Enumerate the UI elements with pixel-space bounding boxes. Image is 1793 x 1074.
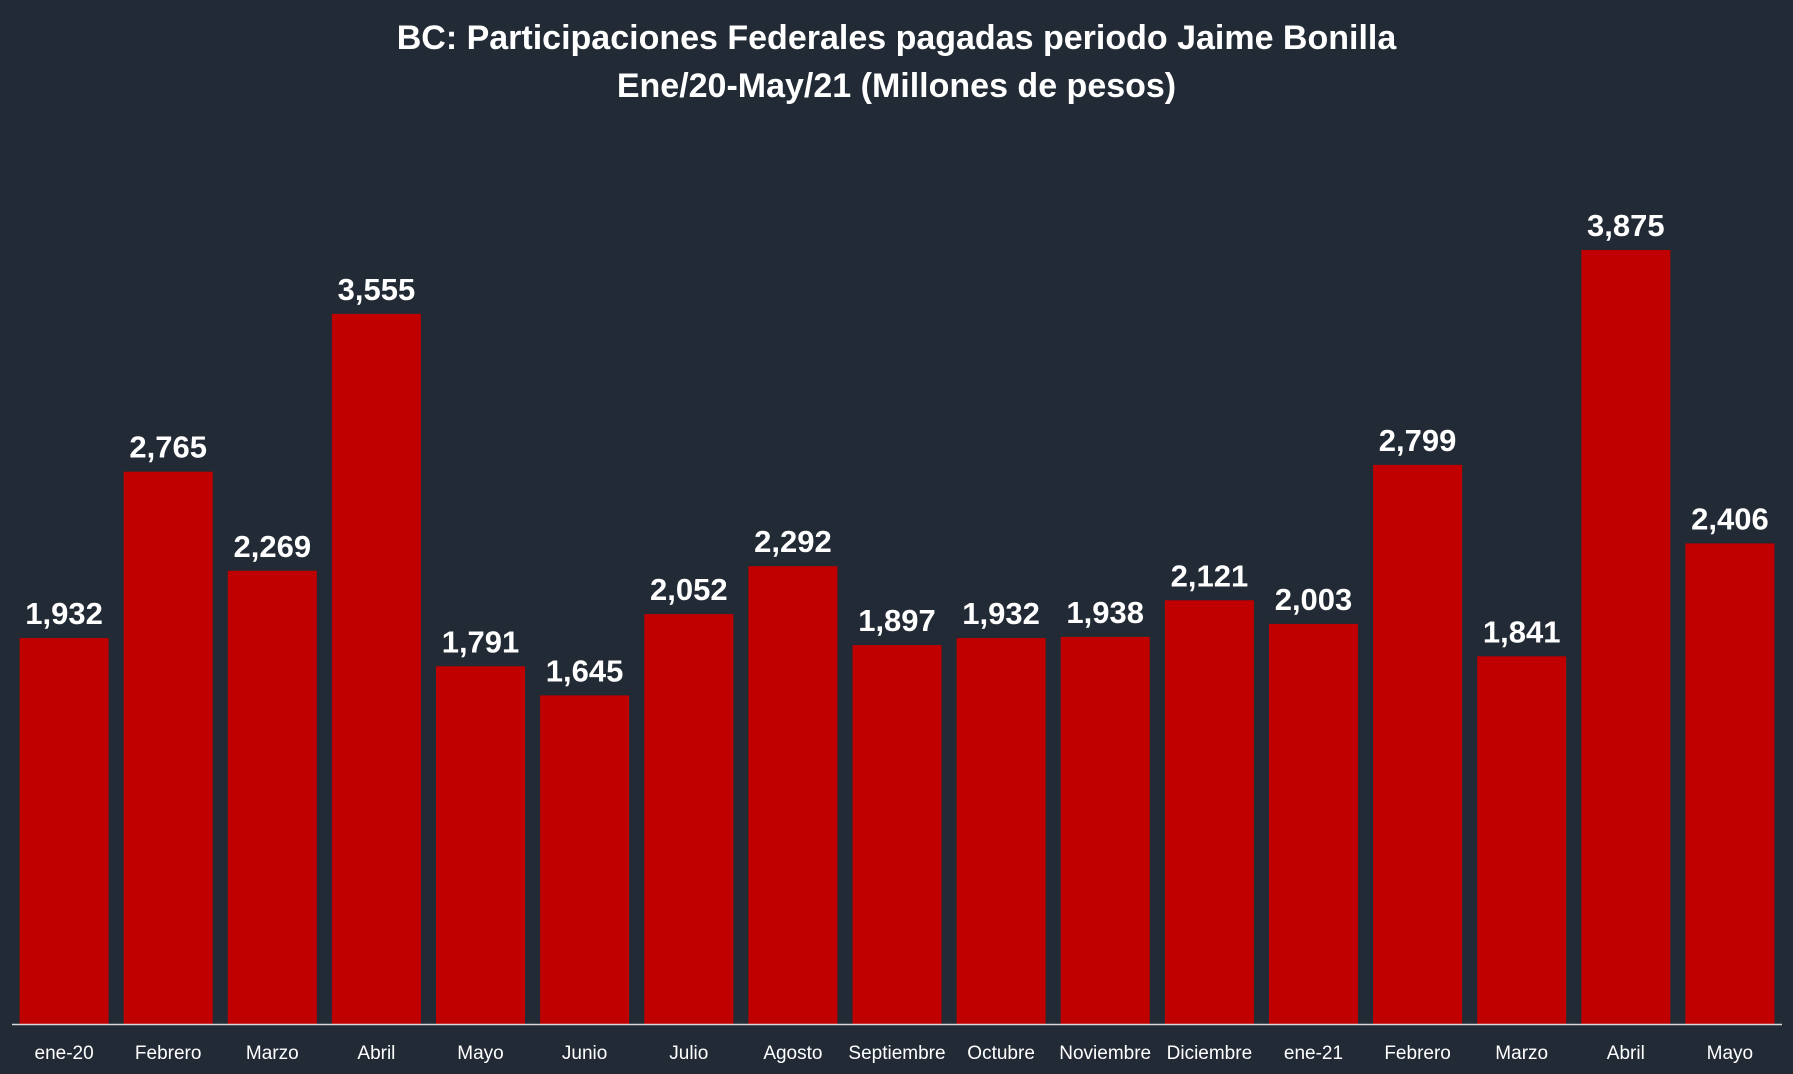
data-label-10: 1,932 xyxy=(962,596,1040,631)
data-label-5: 1,791 xyxy=(442,624,520,659)
bar-13 xyxy=(1269,623,1358,1024)
x-tick-labels-group: ene-20 Febrero Marzo Abril Mayo Junio Julio Ago… xyxy=(35,1043,1754,1064)
x-tick-label-3: Marzo xyxy=(246,1043,299,1064)
bar-6 xyxy=(540,695,630,1024)
bar-5 xyxy=(436,666,525,1024)
chart-title: BC: Participaciones Federales pagadas pe… xyxy=(396,19,1397,57)
data-label-14: 2,799 xyxy=(1379,423,1457,458)
bar-7 xyxy=(644,614,734,1024)
x-tick-label-15: Marzo xyxy=(1495,1043,1548,1064)
x-tick-label-12: Diciembre xyxy=(1167,1043,1253,1064)
bar-17 xyxy=(1685,543,1775,1024)
bar-10 xyxy=(956,638,1046,1024)
chart-subtitle: Ene/20-May/21 (Millones de pesos) xyxy=(616,67,1177,105)
bar-9 xyxy=(852,645,942,1024)
bar-11 xyxy=(1060,636,1150,1024)
data-label-6: 1,645 xyxy=(546,653,624,688)
bar-1 xyxy=(19,638,109,1024)
data-label-11: 1,938 xyxy=(1066,595,1144,630)
data-label-15: 1,841 xyxy=(1483,614,1561,649)
x-tick-label-4: Abril xyxy=(357,1043,395,1064)
data-label-7: 2,052 xyxy=(650,572,728,607)
data-label-9: 1,897 xyxy=(858,603,936,638)
x-tick-label-7: Julio xyxy=(669,1043,708,1064)
bar-15 xyxy=(1477,656,1567,1024)
x-tick-label-10: Octubre xyxy=(967,1043,1035,1064)
data-label-16: 3,875 xyxy=(1587,208,1665,243)
bar-16 xyxy=(1581,250,1671,1024)
data-label-4: 3,555 xyxy=(338,272,416,307)
x-tick-label-5: Mayo xyxy=(457,1043,503,1064)
data-label-12: 2,121 xyxy=(1171,558,1249,593)
bars-group xyxy=(19,250,1775,1024)
x-tick-label-8: Agosto xyxy=(763,1043,822,1064)
data-label-17: 2,406 xyxy=(1691,501,1769,536)
x-tick-label-1: ene-20 xyxy=(35,1043,94,1064)
bar-4 xyxy=(331,313,421,1024)
data-label-1: 1,932 xyxy=(25,596,103,631)
bar-3 xyxy=(227,570,317,1024)
bar-14 xyxy=(1373,464,1463,1024)
value-labels-group: 1,932 2,765 2,269 3,555 1,791 1,645 2,052 2,292… xyxy=(25,208,1768,688)
bar-12 xyxy=(1164,600,1254,1024)
bar-8 xyxy=(748,566,838,1024)
x-tick-label-13: ene-21 xyxy=(1284,1043,1343,1064)
x-tick-label-9: Septiembre xyxy=(848,1043,945,1064)
data-label-13: 2,003 xyxy=(1275,582,1353,617)
x-tick-label-6: Junio xyxy=(562,1043,607,1064)
x-tick-label-16: Abril xyxy=(1607,1043,1645,1064)
x-tick-label-2: Febrero xyxy=(135,1043,202,1064)
data-label-3: 2,269 xyxy=(234,529,312,564)
bar-2 xyxy=(123,471,213,1024)
x-tick-label-14: Febrero xyxy=(1384,1043,1451,1064)
x-tick-label-17: Mayo xyxy=(1707,1043,1753,1064)
x-tick-label-11: Noviembre xyxy=(1059,1043,1151,1064)
data-label-2: 2,765 xyxy=(129,430,207,465)
data-label-8: 2,292 xyxy=(754,524,832,559)
